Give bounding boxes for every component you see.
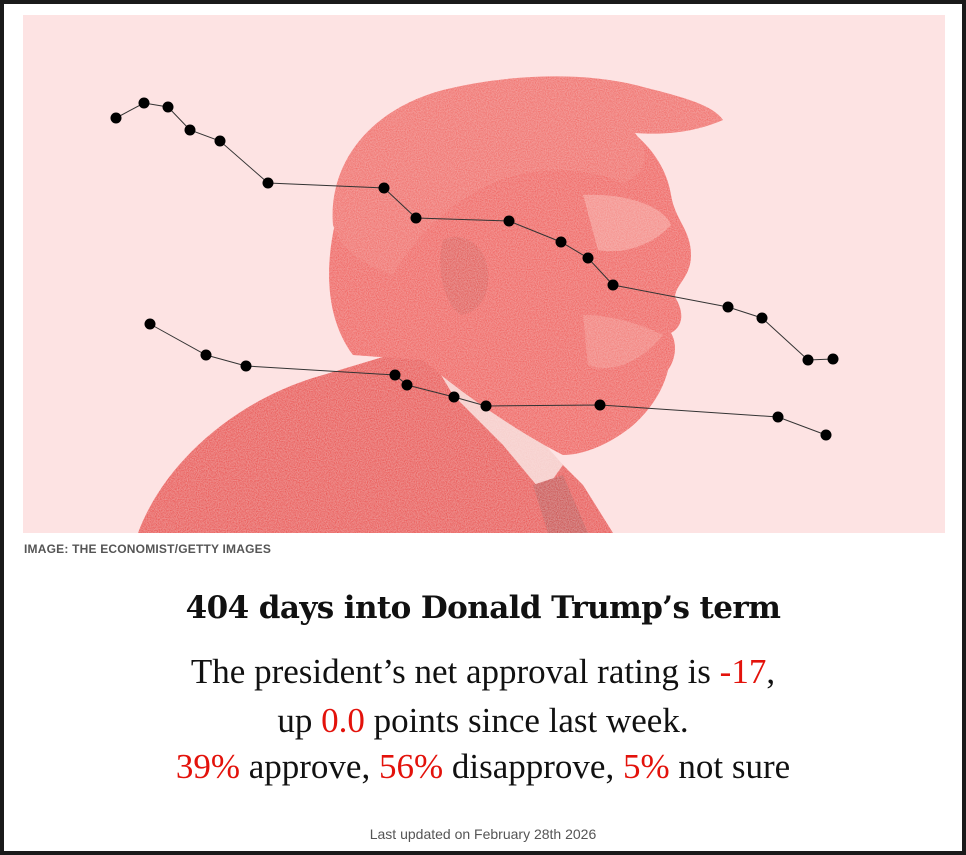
weekly-change-line: up 0.0 points since last week. (4, 701, 962, 741)
image-credit: IMAGE: THE ECONOMIST/GETTY IMAGES (24, 542, 272, 556)
approval-card: IMAGE: THE ECONOMIST/GETTY IMAGES 404 da… (4, 4, 962, 851)
headline: 404 days into Donald Trump’s term (185, 590, 781, 626)
not-sure-label: not sure (669, 747, 791, 786)
approval-line-decoration (110, 97, 839, 366)
disapprove-value: 56% (378, 747, 444, 786)
not-sure-value: 5% (622, 747, 670, 786)
weekly-change-suffix: points since last week. (364, 701, 689, 740)
net-approval-line: The president’s net approval rating is -… (4, 652, 962, 692)
hero-image (23, 15, 945, 533)
weekly-change-value: 0.0 (321, 701, 365, 740)
approve-value: 39% (175, 747, 240, 786)
disapprove-label: disapprove, (443, 747, 623, 786)
disapproval-line-decoration (144, 318, 832, 441)
approve-label: approve, (239, 747, 379, 786)
net-approval-value: -17 (719, 652, 767, 691)
weekly-change-prefix: up (277, 701, 322, 740)
approval-breakdown-line: 39% approve, 56% disapprove, 5% not sure (4, 747, 962, 787)
hero-illustration (110, 76, 839, 533)
net-approval-prefix: The president’s net approval rating is (190, 652, 720, 691)
portrait-silhouette (138, 76, 723, 533)
net-approval-suffix: , (766, 652, 776, 691)
last-updated: Last updated on February 28th 2026 (369, 826, 597, 842)
